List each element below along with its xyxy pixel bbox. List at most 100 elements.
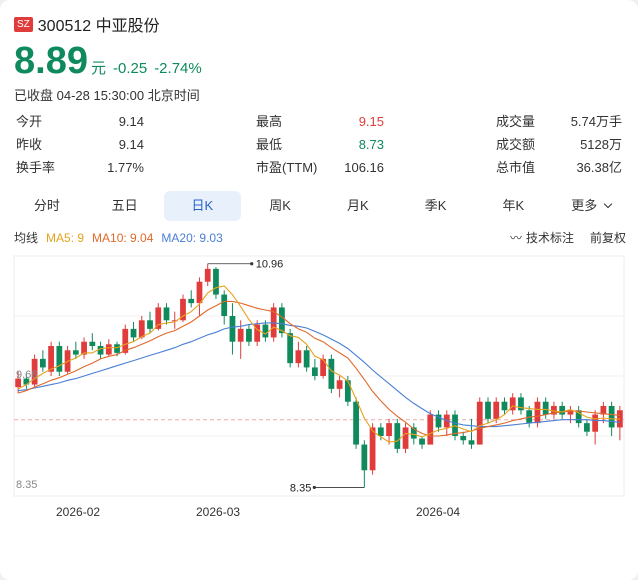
y-axis-label: 8.35 <box>16 479 37 491</box>
current-price: 8.89 <box>14 40 88 82</box>
stat-value: 1.77% <box>107 160 144 175</box>
ma10-line <box>17 300 620 437</box>
candle-body <box>229 316 236 342</box>
candle-body <box>353 401 359 445</box>
price-row: 8.89 元 -0.25 -2.74% <box>14 40 202 83</box>
high-leader-dot <box>250 262 254 266</box>
candle-body <box>279 307 285 334</box>
candle-body <box>320 358 327 376</box>
candle-body <box>303 350 310 368</box>
candle-body <box>427 414 434 445</box>
tab-five-day[interactable]: 五日 <box>111 198 138 213</box>
adjust-toggle[interactable]: 前复权 <box>589 231 626 245</box>
candle-body <box>600 406 607 415</box>
stat-value: 9.14 <box>118 137 144 152</box>
candle-body <box>592 414 599 432</box>
candle-body <box>48 346 54 372</box>
chevron-down-icon <box>603 199 613 209</box>
x-axis-label: 2026-04 <box>416 505 460 519</box>
candle-body <box>254 324 261 342</box>
candle-body <box>237 328 244 342</box>
candle-body <box>221 294 228 316</box>
high-annotation: 10.96 <box>256 259 284 271</box>
stat-volume: 成交量 5.74万手 <box>496 111 622 133</box>
candle-body <box>130 328 137 338</box>
stats-grid: 今开 9.14 最高 9.15 成交量 5.74万手 昨收 9.14 最低 8.… <box>0 111 638 181</box>
stat-turnover-amount: 成交额 5128万 <box>496 134 622 156</box>
candle-body <box>180 298 186 321</box>
stat-value: 9.14 <box>118 114 144 129</box>
candle-body <box>369 427 376 471</box>
candle-body <box>155 307 162 329</box>
ma20-legend: MA20: 9.03 <box>161 230 223 245</box>
ma-legend-label: 均线 <box>14 231 39 245</box>
stat-turnover-rate: 换手率 1.77% <box>16 157 144 179</box>
candle-body <box>336 380 343 389</box>
stock-header: SZ 300512 中亚股份 <box>14 12 160 36</box>
stat-label: 换手率 <box>16 160 56 175</box>
ma-legend: 均线 MA5: 9 MA10: 9.04 MA20: 9.03 〰技术标注 前复… <box>14 229 626 246</box>
y-axis-label: 9.66 <box>16 369 37 381</box>
candle-body <box>551 406 557 415</box>
tab-weekly-k[interactable]: 周K <box>269 198 291 213</box>
candle-body <box>56 346 63 372</box>
candle-body <box>501 401 508 411</box>
tab-more[interactable]: 更多 <box>552 191 630 221</box>
candle-body <box>493 401 500 419</box>
stat-open: 今开 9.14 <box>16 111 144 133</box>
candle-body <box>89 341 96 346</box>
tab-more-label: 更多 <box>571 198 598 213</box>
candle-body <box>72 350 79 355</box>
chart-grid <box>13 255 625 497</box>
stat-value: 106.16 <box>344 160 384 175</box>
stat-value: 36.38亿 <box>576 160 622 175</box>
stock-title[interactable]: 300512 中亚股份 <box>37 18 160 35</box>
candle-body <box>147 320 153 329</box>
candle-body <box>105 344 112 355</box>
indicator-toggle[interactable]: 〰技术标注 <box>510 229 574 246</box>
ma5-line <box>17 285 620 443</box>
candle-body <box>386 423 392 436</box>
stat-label: 成交额 <box>496 137 536 152</box>
candle-body <box>485 401 491 419</box>
stat-pe-ttm: 市盈(TTM) 106.16 <box>256 157 384 179</box>
stat-prev-close: 昨收 9.14 <box>16 134 144 156</box>
wave-icon: 〰 <box>509 231 522 245</box>
stat-label: 昨收 <box>16 137 43 152</box>
tab-monthly-k[interactable]: 月K <box>347 198 369 213</box>
stat-market-cap: 总市值 36.38亿 <box>496 157 622 179</box>
tab-quarterly-k[interactable]: 季K <box>424 198 447 213</box>
stat-value: 9.15 <box>358 114 384 129</box>
candle-body <box>361 444 368 471</box>
exchange-badge: SZ <box>14 16 33 32</box>
candle-body <box>344 380 351 402</box>
stat-value: 5128万 <box>580 137 622 152</box>
candle-body <box>559 406 566 415</box>
candle-body <box>311 367 318 376</box>
candle-body <box>518 397 524 411</box>
ma5-legend: MA5: 9 <box>46 230 85 245</box>
chart-toolbar: 〰技术标注 前复权 <box>494 229 626 246</box>
candle-body <box>542 401 549 415</box>
candle-body <box>295 350 302 364</box>
candle-body <box>608 406 615 428</box>
candle-body <box>509 397 516 411</box>
tab-intraday[interactable]: 分时 <box>33 198 60 213</box>
stat-high: 最高 9.15 <box>256 111 384 133</box>
candle-body <box>23 378 30 385</box>
price-change-pct: -2.74% <box>154 60 202 77</box>
stat-label: 成交量 <box>496 114 536 129</box>
period-tabs: 分时 五日 日K 周K 月K 季K 年K 更多 <box>8 191 630 221</box>
stat-label: 总市值 <box>496 160 536 175</box>
kline-chart[interactable]: 9.66 8.35 2026-02 2026-03 2026-04 10.96 … <box>0 246 638 526</box>
tab-yearly-k[interactable]: 年K <box>502 198 525 213</box>
ma20-line <box>18 322 620 428</box>
candle-body <box>39 358 46 368</box>
candle-body <box>171 320 178 322</box>
candle-body <box>394 423 401 449</box>
candle-body <box>213 268 219 295</box>
candle-body <box>328 358 335 389</box>
low-leader-dot <box>312 485 316 490</box>
tab-daily-k[interactable]: 日K <box>163 191 242 221</box>
